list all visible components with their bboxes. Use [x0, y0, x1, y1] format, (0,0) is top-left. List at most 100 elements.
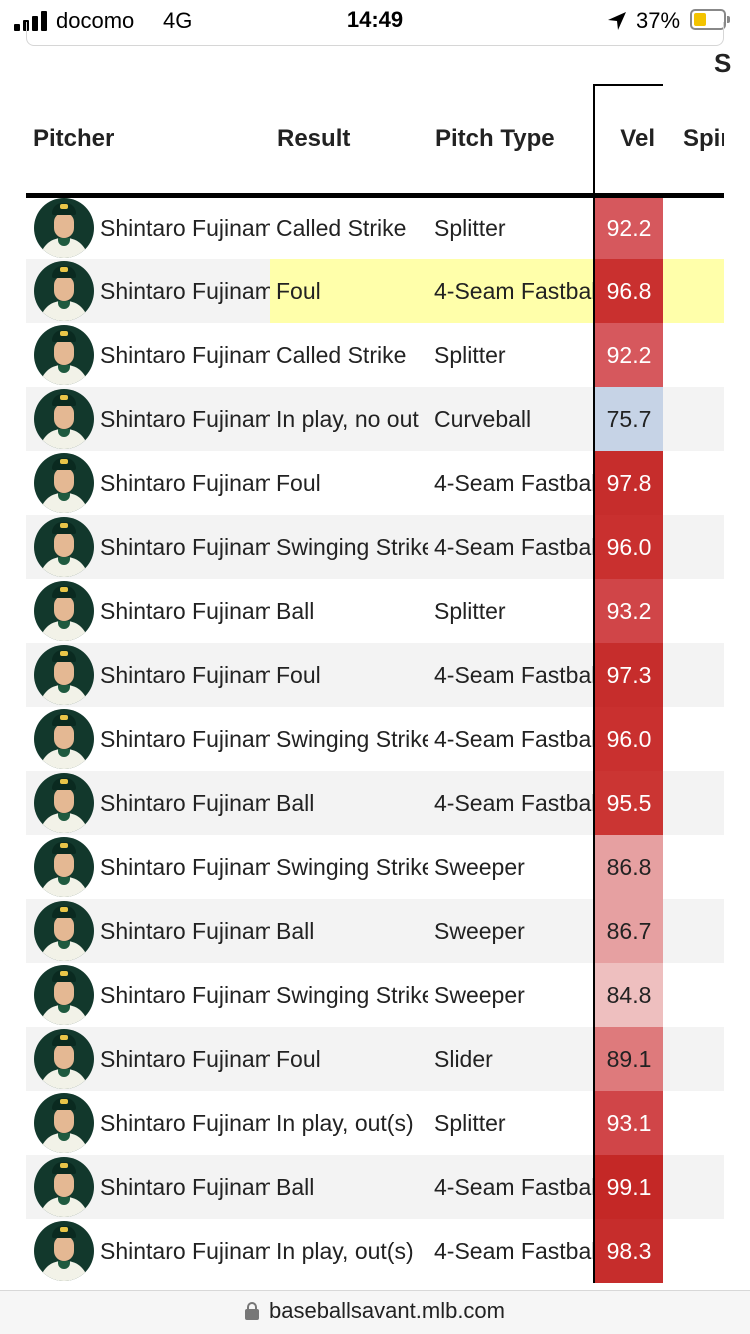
spin-cell: 326 — [663, 323, 724, 387]
result-cell: Called Strike — [276, 214, 407, 241]
status-bar: docomo 4G 14:49 37% — [0, 0, 750, 40]
pitcher-name[interactable]: Shintaro Fujinami — [100, 341, 270, 368]
pitch-type-cell: Splitter — [434, 341, 506, 368]
pitcher-name[interactable]: Shintaro Fujinami — [100, 1237, 270, 1264]
pitcher-cell: Shintaro Fujinami — [26, 387, 270, 451]
pitcher-avatar — [34, 1157, 94, 1217]
lock-icon — [244, 1302, 259, 1320]
table-row[interactable]: Shintaro Fujinami In play, out(s) 4-Seam F… — [26, 1219, 724, 1283]
spin-cell: 133 — [663, 1155, 724, 1219]
velocity-cell: 93.1 — [593, 1091, 663, 1155]
pitcher-cell: Shintaro Fujinami — [26, 1219, 270, 1283]
table-row[interactable]: Shintaro Fujinami In play, no out Curvebal… — [26, 387, 724, 451]
url-text[interactable]: baseballsavant.mlb.com — [268, 1298, 505, 1323]
result-cell: Foul — [270, 259, 428, 323]
pitcher-name[interactable]: Shintaro Fujinami — [100, 853, 270, 880]
velocity-cell: 84.8 — [593, 963, 663, 1027]
column-header-vel[interactable]: Vel — [593, 84, 663, 198]
pitcher-name[interactable]: Shintaro Fujinami — [100, 405, 270, 432]
table-row[interactable]: Shintaro Fujinami Foul 4-Seam Fastball 96.8… — [26, 259, 724, 323]
result-cell: Foul — [270, 643, 428, 707]
pitcher-name[interactable]: Shintaro Fujinami — [100, 1173, 270, 1200]
location-arrow-icon — [608, 12, 626, 30]
velocity-cell: 86.7 — [593, 899, 663, 963]
table-row[interactable]: Shintaro Fujinami Ball 4-Seam Fastball 95.5… — [26, 771, 724, 835]
pitcher-avatar — [34, 965, 94, 1025]
pitcher-cell: Shintaro Fujinami — [26, 515, 270, 579]
pitch-type-cell: Slider — [428, 1027, 594, 1091]
pitch-type-cell: 4-Seam Fastball — [428, 259, 594, 323]
table-row[interactable]: Shintaro Fujinami Called Strike Splitter 92… — [26, 195, 724, 259]
table-row[interactable]: Shintaro Fujinami Called Strike Splitter 92… — [26, 323, 724, 387]
pitcher-cell: Shintaro Fujinami — [26, 643, 270, 707]
velocity-cell: 97.3 — [593, 643, 663, 707]
table-row[interactable]: Shintaro Fujinami Ball 4-Seam Fastball 99.1… — [26, 1155, 724, 1219]
spin-cell: 1157 — [663, 1091, 724, 1155]
spin-cell: 1881 — [663, 515, 724, 579]
pitcher-avatar — [34, 581, 94, 641]
result-cell: Foul — [276, 469, 321, 496]
pitcher-name[interactable]: Shintaro Fujinami — [100, 533, 270, 560]
pitcher-name[interactable]: Shintaro Fujinami — [100, 725, 270, 752]
column-header-pitcher[interactable]: Pitcher — [26, 85, 270, 198]
pitch-type-cell: Splitter — [434, 597, 506, 624]
spin-cell: 3413 — [663, 259, 724, 323]
result-cell: Swinging Strike — [276, 725, 428, 752]
pitcher-name[interactable]: Shintaro Fujinami — [100, 597, 270, 624]
spin-cell: 1912 — [663, 707, 724, 771]
result-cell: Swinging Strike — [276, 981, 428, 1008]
pitcher-cell: Shintaro Fujinami — [26, 1091, 270, 1155]
pitch-type-cell: 4-Seam Fastball — [434, 1237, 594, 1264]
velocity-cell: 93.2 — [593, 579, 663, 643]
pitcher-name[interactable]: Shintaro Fujinami — [100, 277, 270, 304]
pitcher-name[interactable]: Shintaro Fujinami — [100, 1109, 270, 1136]
table-row[interactable]: Shintaro Fujinami In play, out(s) Splitter… — [26, 1091, 724, 1155]
velocity-cell: 98.3 — [593, 1219, 663, 1283]
velocity-cell: 92.2 — [593, 195, 663, 259]
spin-cell: 480 — [663, 195, 724, 259]
pitcher-name[interactable]: Shintaro Fujinami — [100, 214, 270, 241]
pitcher-avatar — [34, 901, 94, 961]
pitch-type-cell: Splitter — [434, 1109, 506, 1136]
battery-icon — [690, 9, 730, 30]
pitcher-name[interactable]: Shintaro Fujinami — [100, 981, 270, 1008]
pitcher-avatar — [34, 773, 94, 833]
column-header-spin[interactable]: Spin — [663, 85, 724, 198]
column-header-result[interactable]: Result — [270, 85, 428, 198]
pitch-type-cell: 4-Seam Fastball — [434, 725, 594, 752]
status-time: 14:49 — [346, 7, 404, 32]
table-row[interactable]: Shintaro Fujinami Swinging Strike Sweeper 8… — [26, 963, 724, 1027]
velocity-cell: 86.8 — [593, 835, 663, 899]
pitcher-cell: Shintaro Fujinami — [26, 835, 270, 899]
pitch-table-container[interactable]: Pitcher Result Pitch Type Vel Spin Shint… — [26, 84, 724, 1290]
pitcher-cell: Shintaro Fujinami — [26, 707, 270, 771]
velocity-cell: 96.8 — [593, 259, 663, 323]
spin-cell: 2045 — [663, 963, 724, 1027]
column-header-pitch-type[interactable]: Pitch Type — [428, 85, 594, 198]
pitcher-name[interactable]: Shintaro Fujinami — [100, 1045, 270, 1072]
pitcher-name[interactable]: Shintaro Fujinami — [100, 917, 270, 944]
pitcher-name[interactable]: Shintaro Fujinami — [100, 661, 270, 688]
pitcher-avatar — [34, 325, 94, 385]
table-row[interactable]: Shintaro Fujinami Swinging Strike 4-Seam F… — [26, 707, 724, 771]
browser-url-bar[interactable]: baseballsavant.mlb.com — [0, 1290, 750, 1334]
table-row[interactable]: Shintaro Fujinami Swinging Strike Sweeper 8… — [26, 835, 724, 899]
pitcher-cell: Shintaro Fujinami — [26, 899, 270, 963]
table-row[interactable]: Shintaro Fujinami Foul 4-Seam Fastball 97.8… — [26, 451, 724, 515]
table-row[interactable]: Shintaro Fujinami Foul 4-Seam Fastball 97.3… — [26, 643, 724, 707]
result-cell: Swinging Strike — [270, 515, 428, 579]
velocity-cell: 95.5 — [593, 771, 663, 835]
result-cell: Ball — [270, 899, 428, 963]
pitcher-avatar — [34, 1029, 94, 1089]
clipped-section-header: S — [714, 48, 732, 78]
pitcher-cell: Shintaro Fujinami — [26, 771, 270, 835]
table-row[interactable]: Shintaro Fujinami Swinging Strike 4-Seam F… — [26, 515, 724, 579]
pitcher-name[interactable]: Shintaro Fujinami — [100, 789, 270, 816]
result-cell: Foul — [270, 1027, 428, 1091]
pitcher-name[interactable]: Shintaro Fujinami — [100, 469, 270, 496]
spin-cell: 1406 — [663, 899, 724, 963]
search-box-edge — [26, 22, 724, 46]
